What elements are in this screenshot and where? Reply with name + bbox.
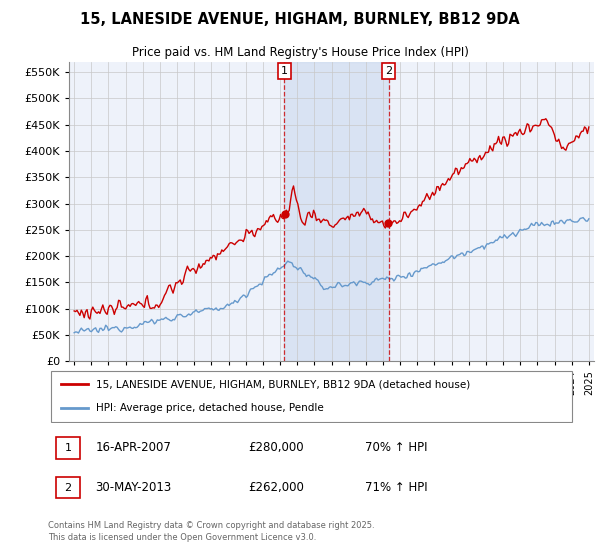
Text: Price paid vs. HM Land Registry's House Price Index (HPI): Price paid vs. HM Land Registry's House … <box>131 46 469 59</box>
Text: 16-APR-2007: 16-APR-2007 <box>95 441 172 454</box>
Text: 1: 1 <box>281 66 288 76</box>
FancyBboxPatch shape <box>50 371 572 422</box>
Text: HPI: Average price, detached house, Pendle: HPI: Average price, detached house, Pend… <box>95 403 323 413</box>
Text: 15, LANESIDE AVENUE, HIGHAM, BURNLEY, BB12 9DA (detached house): 15, LANESIDE AVENUE, HIGHAM, BURNLEY, BB… <box>95 380 470 390</box>
Text: Contains HM Land Registry data © Crown copyright and database right 2025.
This d: Contains HM Land Registry data © Crown c… <box>48 521 374 542</box>
FancyBboxPatch shape <box>56 477 80 498</box>
Text: 15, LANESIDE AVENUE, HIGHAM, BURNLEY, BB12 9DA: 15, LANESIDE AVENUE, HIGHAM, BURNLEY, BB… <box>80 12 520 27</box>
Bar <box>284 62 389 361</box>
Text: 30-MAY-2013: 30-MAY-2013 <box>95 481 172 494</box>
Text: £262,000: £262,000 <box>248 481 305 494</box>
Text: 70% ↑ HPI: 70% ↑ HPI <box>365 441 427 454</box>
Text: 1: 1 <box>65 443 71 452</box>
Text: 2: 2 <box>65 483 71 493</box>
Text: 2: 2 <box>385 66 392 76</box>
Text: £280,000: £280,000 <box>248 441 304 454</box>
FancyBboxPatch shape <box>56 437 80 459</box>
Text: 71% ↑ HPI: 71% ↑ HPI <box>365 481 427 494</box>
